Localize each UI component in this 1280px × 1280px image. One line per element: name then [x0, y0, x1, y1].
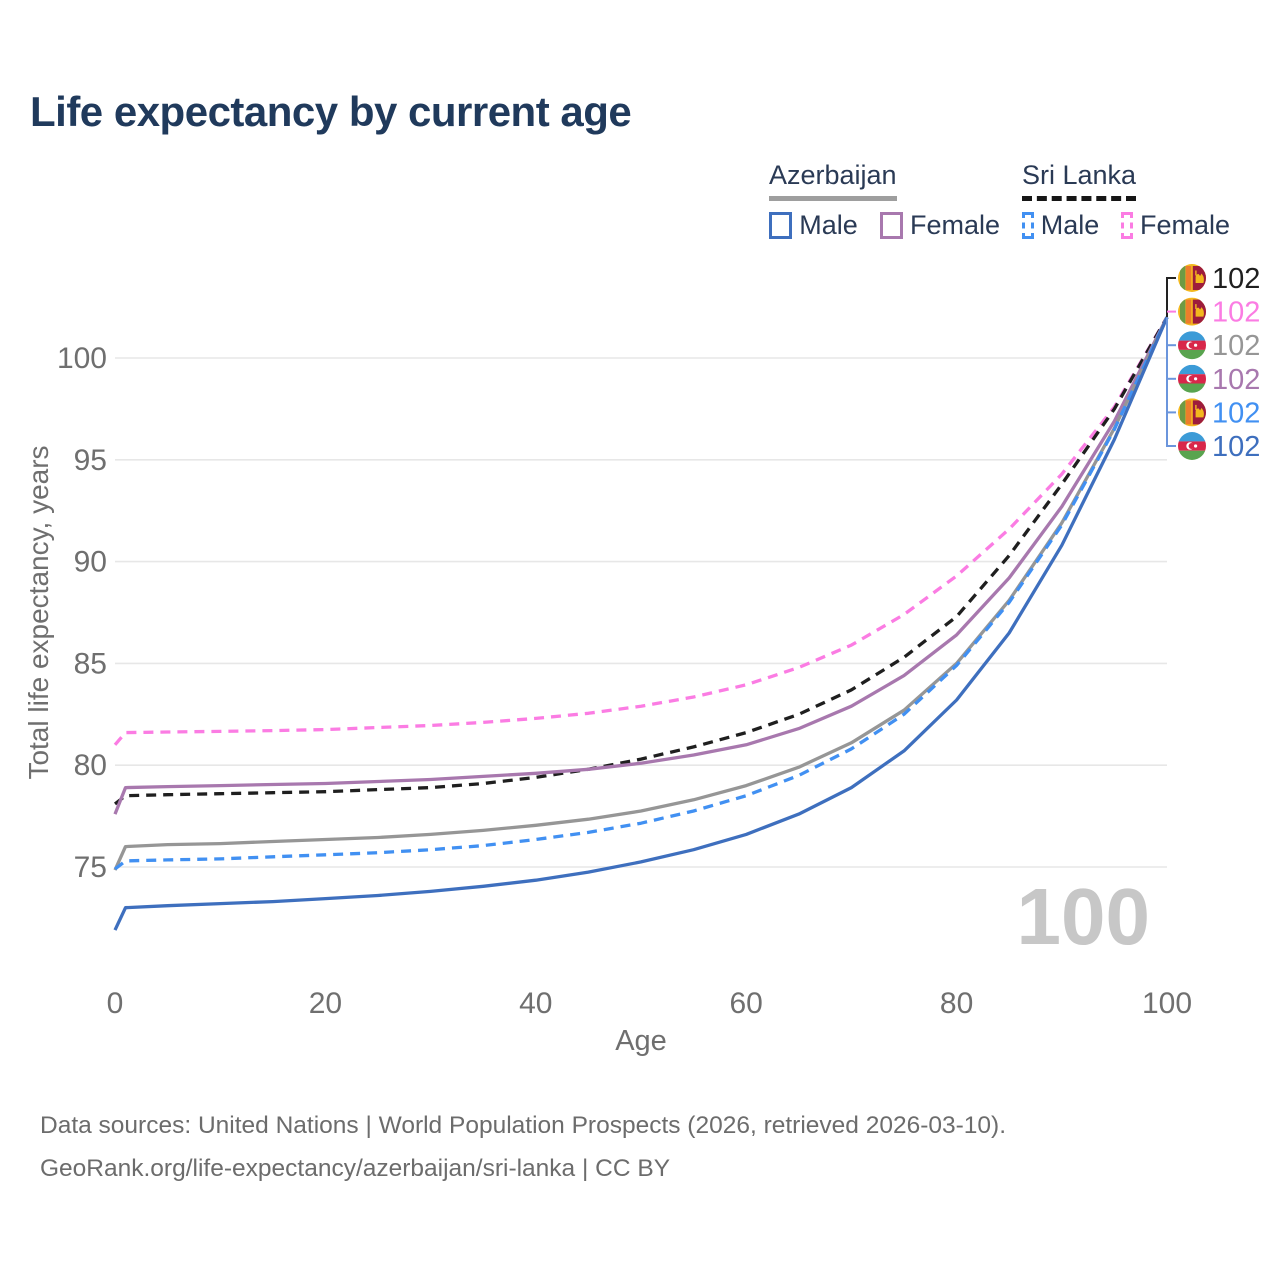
flag-icon-azerbaijan: [1178, 432, 1206, 460]
y-axis-title: Total life expectancy, years: [23, 445, 54, 779]
end-value-label-sl-female: 102: [1212, 297, 1260, 329]
series-line-az-female[interactable]: [113, 316, 1169, 815]
legend: Azerbaijan Male Female Sri Lanka Male Fe…: [769, 160, 1252, 241]
y-tick-label-90: 90: [74, 546, 107, 579]
end-value-label-az-male: 102: [1212, 431, 1260, 463]
end-value-label-sl-male: 102: [1212, 397, 1260, 429]
leader-line-top: [1166, 277, 1176, 318]
x-tick-label-40: 40: [519, 987, 552, 1020]
legend-label-sri-lanka-male[interactable]: Male: [1040, 210, 1100, 240]
legend-label-sri-lanka-female[interactable]: Female: [1139, 210, 1230, 240]
leader-line-bottom: [1166, 317, 1176, 447]
legend-swatch-sri-lanka-female[interactable]: [1121, 212, 1133, 239]
footer-data-sources: Data sources: United Nations | World Pop…: [40, 1112, 1007, 1139]
series-line-az-total[interactable]: [113, 316, 1169, 871]
x-axis-title: Age: [615, 1025, 667, 1057]
series-line-az-male[interactable]: [113, 316, 1169, 931]
legend-country-sri-lanka[interactable]: Sri Lanka: [1022, 160, 1137, 201]
end-value-label-az-total: 102: [1212, 330, 1260, 362]
series-line-sl-female[interactable]: [113, 316, 1169, 746]
x-tick-label-20: 20: [309, 987, 342, 1020]
x-tick-label-60: 60: [730, 987, 763, 1020]
end-value-label-sl-total: 102: [1212, 263, 1260, 295]
y-tick-label-80: 80: [74, 749, 107, 782]
y-tick-label-85: 85: [74, 647, 107, 680]
series-line-sl-total[interactable]: [113, 316, 1169, 806]
legend-country-azerbaijan[interactable]: Azerbaijan: [769, 160, 897, 201]
y-tick-label-100: 100: [57, 342, 107, 375]
legend-group-sri-lanka: Sri Lanka Male Female: [1022, 160, 1252, 241]
legend-label-azerbaijan-male[interactable]: Male: [799, 210, 858, 240]
footer: Data sources: United Nations | World Pop…: [40, 1104, 1006, 1190]
y-tick-label-75: 75: [74, 851, 107, 884]
flag-icon-azerbaijan: [1178, 331, 1206, 360]
x-tick-label-80: 80: [940, 987, 973, 1020]
flag-icon-sri-lanka: [1178, 398, 1206, 427]
flag-icon-sri-lanka: [1178, 297, 1206, 326]
legend-group-azerbaijan: Azerbaijan Male Female: [769, 160, 1022, 241]
legend-label-azerbaijan-female[interactable]: Female: [909, 210, 1000, 240]
footer-attribution: GeoRank.org/life-expectancy/azerbaijan/s…: [40, 1155, 671, 1182]
legend-swatch-sri-lanka-male[interactable]: [1022, 212, 1034, 239]
series-line-sl-male[interactable]: [113, 316, 1169, 871]
end-value-label-az-female: 102: [1212, 364, 1260, 396]
flag-icon-azerbaijan: [1178, 364, 1206, 393]
y-tick-label-95: 95: [74, 444, 107, 477]
x-tick-label-100: 100: [1142, 987, 1192, 1020]
legend-swatch-azerbaijan-male[interactable]: [769, 212, 793, 239]
x-tick-label-0: 0: [107, 987, 124, 1020]
legend-swatch-azerbaijan-female[interactable]: [879, 212, 903, 239]
age-cursor-watermark: 100: [1017, 872, 1150, 961]
flag-icon-sri-lanka: [1178, 264, 1206, 292]
page-title: Life expectancy by current age: [30, 88, 632, 135]
